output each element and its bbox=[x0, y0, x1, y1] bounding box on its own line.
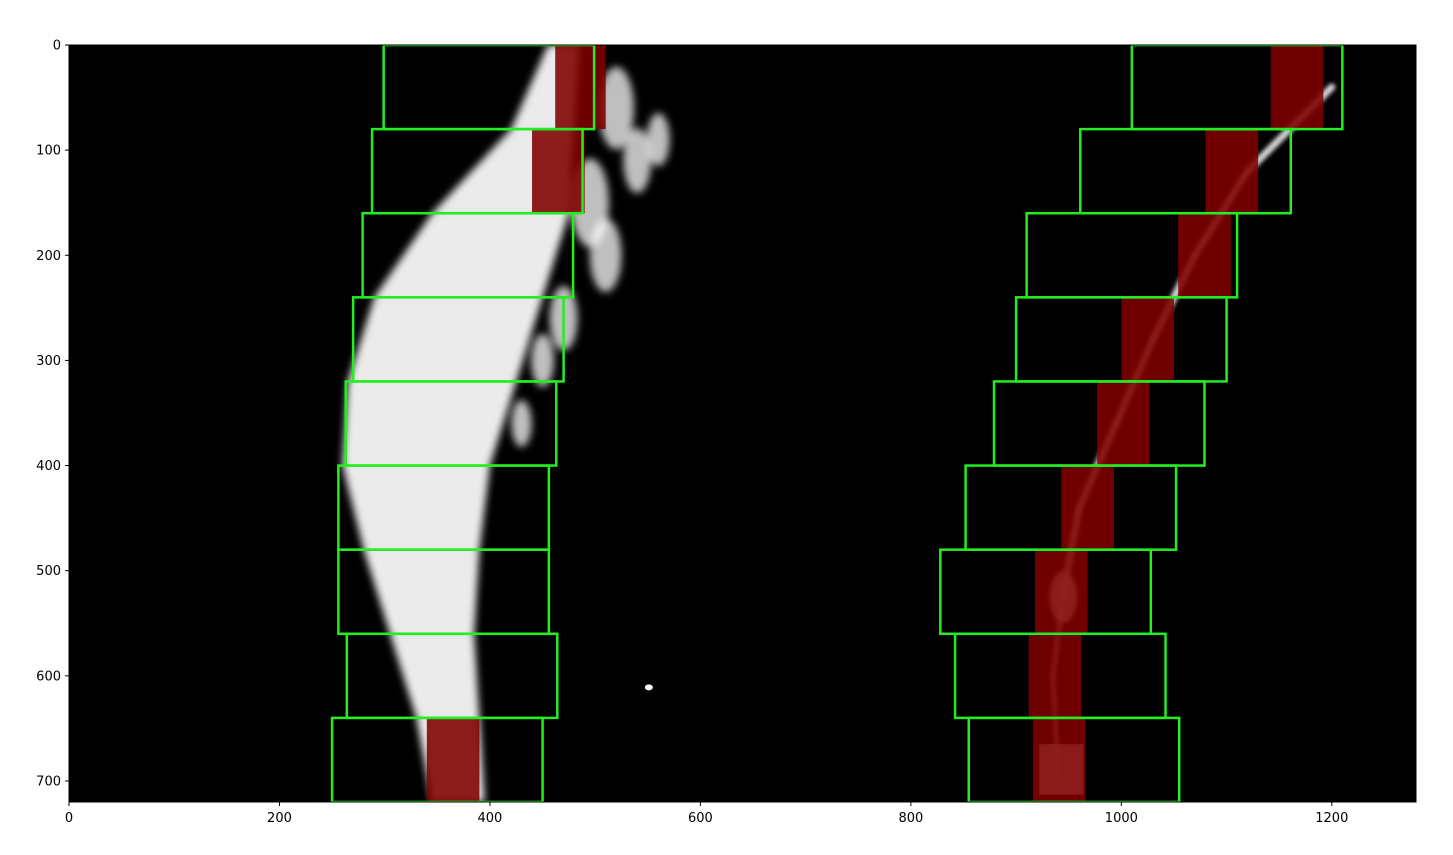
lane-texture-blob bbox=[623, 128, 652, 194]
lane-texture-blob bbox=[511, 399, 532, 448]
lane-pixel-band bbox=[1097, 381, 1150, 466]
lane-pixel-band bbox=[1178, 213, 1231, 298]
x-tick-label: 200 bbox=[267, 811, 292, 826]
lane-texture-blob bbox=[598, 66, 634, 150]
noise-dot bbox=[644, 684, 653, 691]
left-lane-streak bbox=[342, 381, 517, 466]
plot-area bbox=[69, 45, 1416, 802]
lane-texture-blob bbox=[589, 218, 622, 293]
left-sliding-window bbox=[330, 716, 544, 802]
left-lane-streak bbox=[347, 297, 543, 382]
lane-pixel-band bbox=[555, 45, 606, 130]
y-tick-label: 700 bbox=[36, 774, 61, 789]
lane-pixel-band bbox=[426, 717, 480, 802]
left-lane-streak bbox=[389, 633, 480, 718]
right-sliding-window bbox=[967, 716, 1181, 802]
sliding-windows bbox=[330, 45, 1344, 802]
left-lane-streak bbox=[342, 465, 490, 550]
axes-frame bbox=[68, 44, 1417, 803]
x-tick-label: 1000 bbox=[1105, 811, 1138, 826]
left-lane-streak bbox=[374, 213, 569, 298]
lane-pixel-highlights bbox=[426, 45, 1324, 802]
lane-pixel-band bbox=[1121, 297, 1174, 382]
x-tick-label: 1200 bbox=[1315, 811, 1348, 826]
y-tick-label: 0 bbox=[53, 39, 61, 54]
y-tick-label: 100 bbox=[36, 144, 61, 159]
y-tick-label: 200 bbox=[36, 249, 61, 264]
y-axis: 0 100 200 300 400 500 600 700 bbox=[36, 39, 69, 789]
x-tick-label: 0 bbox=[65, 811, 73, 826]
y-tick-label: 500 bbox=[36, 564, 61, 579]
lane-pixel-band bbox=[1032, 717, 1086, 802]
lane-pixel-band bbox=[532, 129, 585, 214]
lane-pixel-band bbox=[1035, 549, 1088, 634]
x-axis: 0 200 400 600 800 1000 1200 bbox=[65, 802, 1348, 826]
y-tick-label: 400 bbox=[36, 459, 61, 474]
lane-pixel-band bbox=[1061, 465, 1114, 550]
image-background bbox=[69, 45, 1416, 802]
x-tick-label: 400 bbox=[478, 811, 503, 826]
x-tick-label: 800 bbox=[898, 811, 923, 826]
lane-pixel-band bbox=[1205, 129, 1259, 214]
y-tick-label: 600 bbox=[36, 669, 61, 684]
lane-pixel-band bbox=[1270, 45, 1324, 130]
lane-pixel-band bbox=[1028, 633, 1082, 718]
lane-texture-blob bbox=[646, 113, 670, 167]
left-lane-streak bbox=[363, 549, 480, 634]
y-tick-label: 300 bbox=[36, 354, 61, 369]
lane-texture-blob bbox=[531, 333, 554, 387]
x-tick-label: 600 bbox=[688, 811, 713, 826]
